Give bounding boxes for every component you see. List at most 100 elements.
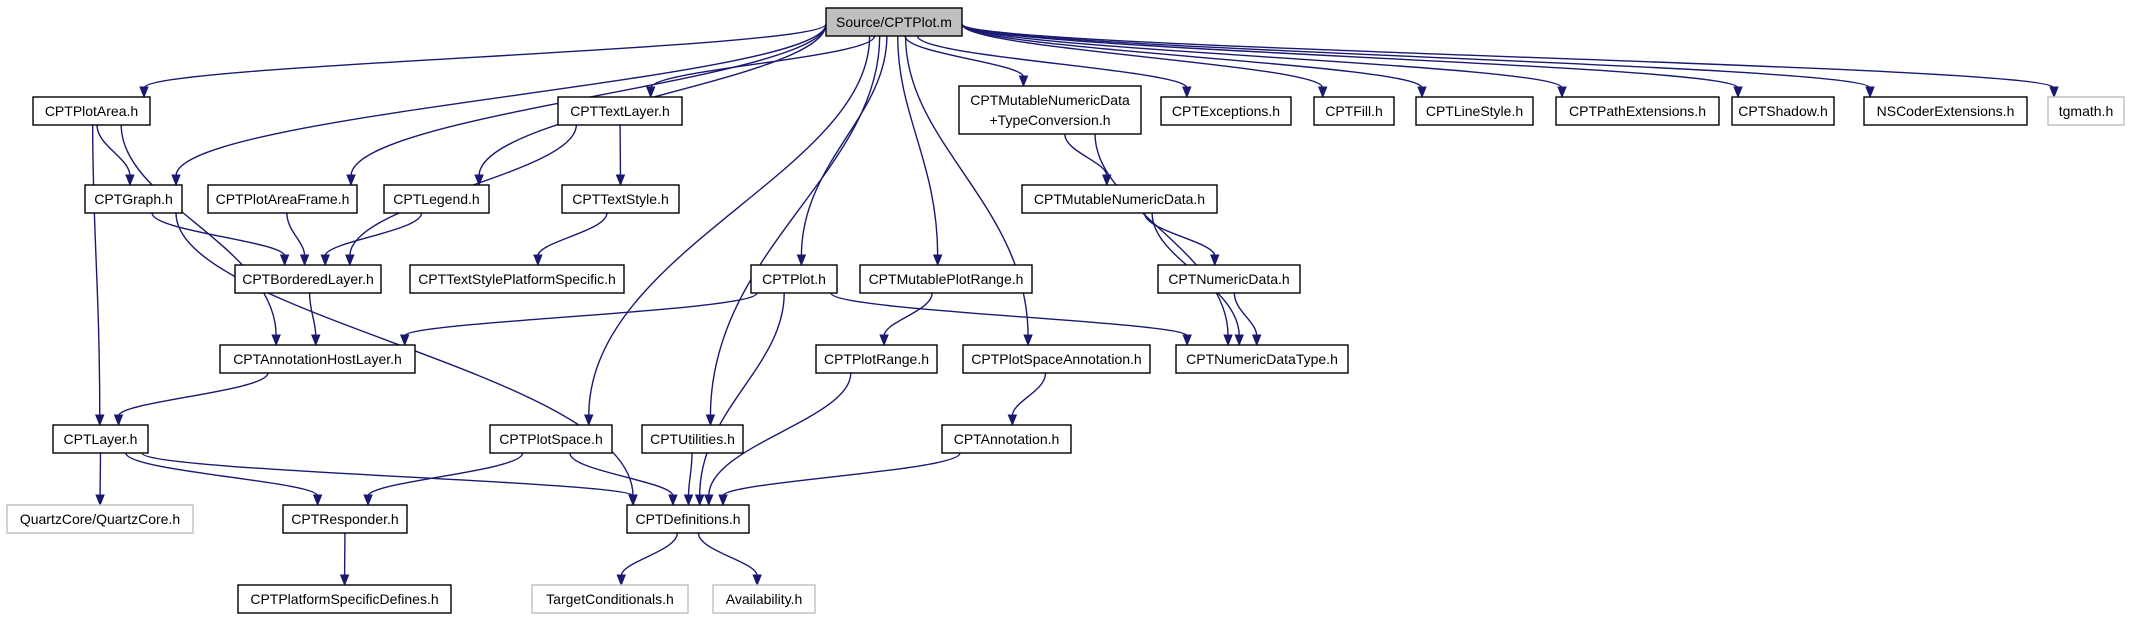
node-definitions[interactable]: CPTDefinitions.h [626,504,750,534]
edge-line [286,212,306,257]
edge-line [143,23,827,89]
edge-plotareaframe-to-borderedlayer [286,212,310,267]
edge-plotarea-to-graph [96,124,135,187]
arrow-head [683,494,694,507]
edge-root-to-pathext [961,23,1567,99]
node-plotareaframe[interactable]: CPTPlotAreaFrame.h [207,184,358,214]
node-plotspace[interactable]: CPTPlotSpace.h [489,424,613,454]
node-box [712,584,816,614]
edge-utilities-to-definitions [683,452,694,507]
arrow-head [628,494,638,507]
node-textstyle[interactable]: CPTTextStyle.h [561,184,680,214]
node-fill[interactable]: CPTFill.h [1313,96,1395,126]
node-nscoder[interactable]: NSCoderExtensions.h [1863,96,2028,126]
node-mutnumdata_tc[interactable]: CPTMutableNumericData +TypeConversion.h [958,85,1142,135]
node-plot[interactable]: CPTPlot.h [750,264,838,294]
node-mutnumdata[interactable]: CPTMutableNumericData.h [1021,184,1218,214]
edge-legend-to-borderedlayer [320,212,423,267]
edge-line [569,452,674,497]
arrow-head [703,494,714,507]
node-label: CPTMutableNumericData.h [1034,191,1205,207]
edge-line [883,292,933,337]
node-label: CPTLegend.h [393,191,479,207]
arrow-head [1182,86,1192,99]
arrow-head [1865,86,1875,99]
edge-line [403,292,758,337]
node-box [825,7,963,37]
node-textstyleps[interactable]: CPTTextStylePlatformSpecific.h [409,264,625,294]
node-platformdefs[interactable]: CPTPlatformSpecificDefines.h [237,584,452,614]
node-box [958,85,1142,135]
node-box [1021,184,1218,214]
arrow-head [879,334,889,347]
arrow-head [1102,174,1112,187]
arrow-head [645,86,656,99]
node-exceptions[interactable]: CPTExceptions.h [1160,96,1292,126]
node-plotrange[interactable]: CPTPlotRange.h [815,344,938,374]
node-label: CPTPlotSpaceAnnotation.h [971,351,1141,367]
node-numdata[interactable]: CPTNumericData.h [1157,264,1301,294]
arrow-head [615,174,626,187]
edge-plot-to-numdatatype [830,292,1192,347]
node-pathext[interactable]: CPTPathExtensions.h [1555,96,1720,126]
node-borderedlayer[interactable]: CPTBorderedLayer.h [234,264,382,294]
node-mutplotrange[interactable]: CPTMutablePlotRange.h [859,264,1033,294]
arrow-head [1317,86,1328,99]
edge-line [697,532,758,577]
arrow-head [320,254,330,267]
edge-textstyle-to-textstyleps [533,212,608,267]
node-legend[interactable]: CPTLegend.h [383,184,490,214]
edge-textlayer-to-textstyle [615,124,626,187]
node-annotation[interactable]: CPTAnnotation.h [941,424,1072,454]
arrow-head [345,254,355,267]
edge-line [830,292,1188,337]
node-label: CPTPlatformSpecificDefines.h [250,591,438,607]
edge-line [961,23,1871,89]
node-label: CPTLayer.h [64,431,138,447]
node-label: CPTPlotSpace.h [499,431,603,447]
arrow-head [399,334,410,347]
node-box [641,424,744,454]
edge-root-to-mutnumdata_tc [904,35,1029,88]
arrow-head [363,494,373,507]
node-layer[interactable]: CPTLayer.h [52,424,149,454]
node-annothostlayer[interactable]: CPTAnnotationHostLayer.h [219,344,416,374]
edge-root-to-plotspace [583,35,871,427]
arrow-head [752,574,762,587]
edge-borderedlayer-to-annothostlayer [308,292,321,347]
node-label: CPTNumericData.h [1168,271,1289,287]
node-box [84,184,183,214]
node-linestyle[interactable]: CPTLineStyle.h [1415,96,1534,126]
node-box [1555,96,1720,126]
node-textlayer[interactable]: CPTTextLayer.h [557,96,683,126]
arrow-head [1223,334,1233,347]
node-box [1175,344,1349,374]
edge-numdata-to-numdatatype [1233,292,1262,347]
node-graph[interactable]: CPTGraph.h [84,184,183,214]
edge-line [537,212,608,257]
edge-root-to-plot [796,35,888,267]
node-quartzcore: QuartzCore/QuartzCore.h [6,504,194,534]
edge-line [125,452,319,497]
node-label: CPTTextStyle.h [572,191,668,207]
edge-plot-to-annothostlayer [399,292,758,347]
node-utilities[interactable]: CPTUtilities.h [641,424,744,454]
dependency-edges [91,23,2059,587]
edge-line [620,532,678,577]
node-plotspaceannot[interactable]: CPTPlotSpaceAnnotation.h [962,344,1151,374]
arrow-head [95,414,105,427]
edge-plotspace-to-responder [363,452,524,507]
arrow-head [95,494,105,507]
node-shadow[interactable]: CPTShadow.h [1731,96,1835,126]
node-numdatatype[interactable]: CPTNumericDataType.h [1175,344,1349,374]
node-responder[interactable]: CPTResponder.h [282,504,408,534]
edge-root-to-mutplotrange [896,35,943,267]
node-box [1415,96,1534,126]
node-box [237,584,452,614]
node-label: CPTLineStyle.h [1426,103,1523,119]
arrow-head [1007,414,1018,427]
node-plotarea[interactable]: CPTPlotArea.h [32,96,151,126]
edge-line [308,292,317,337]
node-label: CPTAnnotation.h [954,431,1060,447]
node-box [489,424,613,454]
